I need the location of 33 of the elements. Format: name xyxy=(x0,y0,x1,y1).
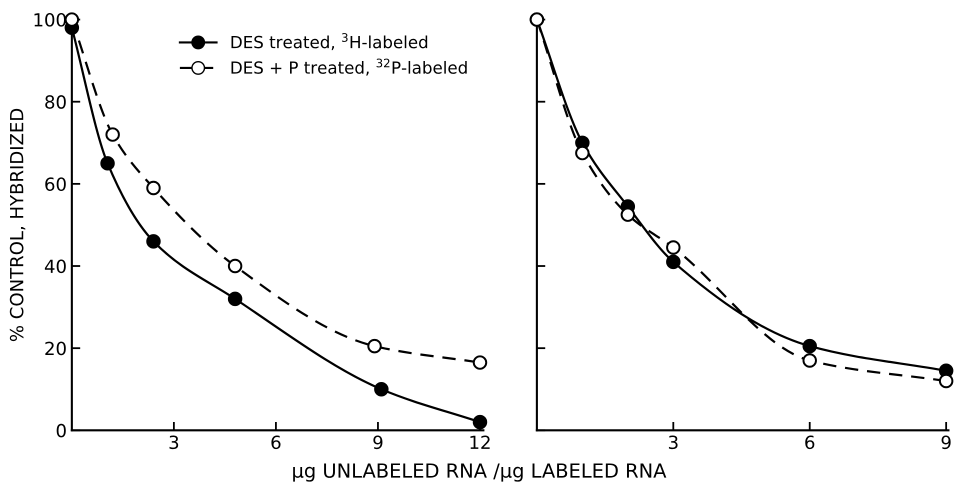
x-tick-label: 6 xyxy=(805,436,814,450)
y-axis-title: % CONTROL, HYBRIDIZED xyxy=(10,108,26,342)
point xyxy=(146,180,161,196)
x-tick-label: 9 xyxy=(373,436,382,450)
point xyxy=(666,254,681,270)
point xyxy=(620,207,636,222)
point xyxy=(367,338,382,354)
x-tick-label: 9 xyxy=(942,436,951,450)
legend-label: DES + P treated, $^{32}$P-labeled xyxy=(232,58,467,76)
point xyxy=(666,240,681,255)
y-tick-label: 40 xyxy=(44,259,66,274)
legend-label: DES treated, $^{3}$H-labeled xyxy=(232,33,428,50)
point xyxy=(575,146,590,160)
point xyxy=(100,156,115,171)
y-tick-label: 100 xyxy=(34,13,66,27)
point xyxy=(802,353,817,368)
point xyxy=(938,374,954,388)
point xyxy=(228,292,242,306)
x-axis-title: μg UNLABELED RNA /μg LABELED RNA xyxy=(293,463,666,482)
y-tick-label: 20 xyxy=(45,342,66,356)
x-tick-label: 3 xyxy=(668,436,678,450)
point xyxy=(802,338,817,354)
y-tick-label: 60 xyxy=(45,177,66,191)
point xyxy=(146,234,161,249)
y-tick-label: 0 xyxy=(56,424,66,438)
y-tick-label: 80 xyxy=(45,95,66,109)
x-tick-label: 3 xyxy=(170,436,178,450)
x-tick-label: 12 xyxy=(470,436,490,449)
point xyxy=(105,127,120,142)
x-tick-label: 6 xyxy=(271,436,281,450)
point xyxy=(472,355,488,370)
point xyxy=(374,382,389,396)
point xyxy=(228,258,242,274)
